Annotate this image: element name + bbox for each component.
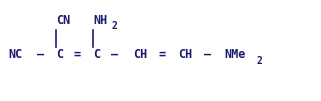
Text: =: =: [159, 48, 166, 61]
Text: C: C: [93, 48, 100, 61]
Text: =: =: [74, 48, 81, 61]
Text: CH: CH: [133, 48, 147, 61]
Text: —: —: [37, 48, 44, 61]
Text: C: C: [56, 48, 63, 61]
Text: —: —: [111, 48, 118, 61]
Text: 2: 2: [257, 56, 263, 66]
Text: CN: CN: [56, 14, 70, 27]
Text: NH: NH: [93, 14, 107, 27]
Text: CH: CH: [178, 48, 192, 61]
Text: —: —: [204, 48, 211, 61]
Text: NMe: NMe: [225, 48, 246, 61]
Text: 2: 2: [112, 21, 117, 31]
Text: NC: NC: [8, 48, 22, 61]
